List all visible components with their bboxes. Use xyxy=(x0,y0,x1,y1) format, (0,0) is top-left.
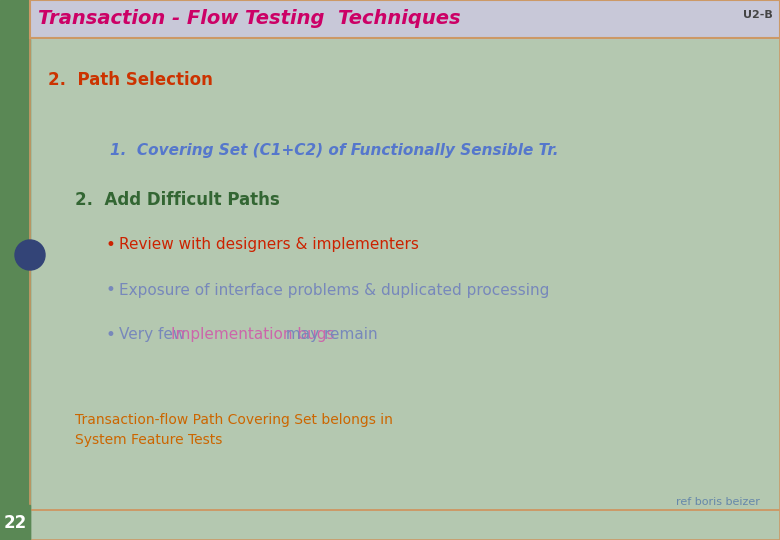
Text: •: • xyxy=(105,281,115,299)
Bar xyxy=(30,38,780,510)
Text: may remain: may remain xyxy=(282,327,378,342)
Text: 22: 22 xyxy=(3,514,27,532)
Text: Very few: Very few xyxy=(119,327,190,342)
Text: Review with designers & implementers: Review with designers & implementers xyxy=(119,238,419,253)
Text: Transaction-flow Path Covering Set belongs in: Transaction-flow Path Covering Set belon… xyxy=(75,413,393,427)
Text: System Feature Tests: System Feature Tests xyxy=(75,433,222,447)
Bar xyxy=(30,38,780,510)
Text: •: • xyxy=(105,326,115,344)
Bar xyxy=(30,0,780,38)
Bar xyxy=(30,0,780,38)
Bar xyxy=(0,0,30,540)
Text: 2.  Path Selection: 2. Path Selection xyxy=(48,71,213,89)
Text: 2.  Add Difficult Paths: 2. Add Difficult Paths xyxy=(75,191,280,209)
Bar xyxy=(30,510,780,540)
Bar xyxy=(30,510,780,540)
Text: Implementation bugs: Implementation bugs xyxy=(171,327,335,342)
Text: Exposure of interface problems & duplicated processing: Exposure of interface problems & duplica… xyxy=(119,282,549,298)
Circle shape xyxy=(15,240,45,270)
Text: 1.  Covering Set (C1+C2) of Functionally Sensible Tr.: 1. Covering Set (C1+C2) of Functionally … xyxy=(110,143,558,158)
Text: •: • xyxy=(105,236,115,254)
Text: Transaction - Flow Testing  Techniques: Transaction - Flow Testing Techniques xyxy=(38,10,461,29)
Text: ref boris beizer: ref boris beizer xyxy=(676,497,760,507)
Text: U2-B: U2-B xyxy=(743,10,773,20)
Bar xyxy=(0,505,30,540)
